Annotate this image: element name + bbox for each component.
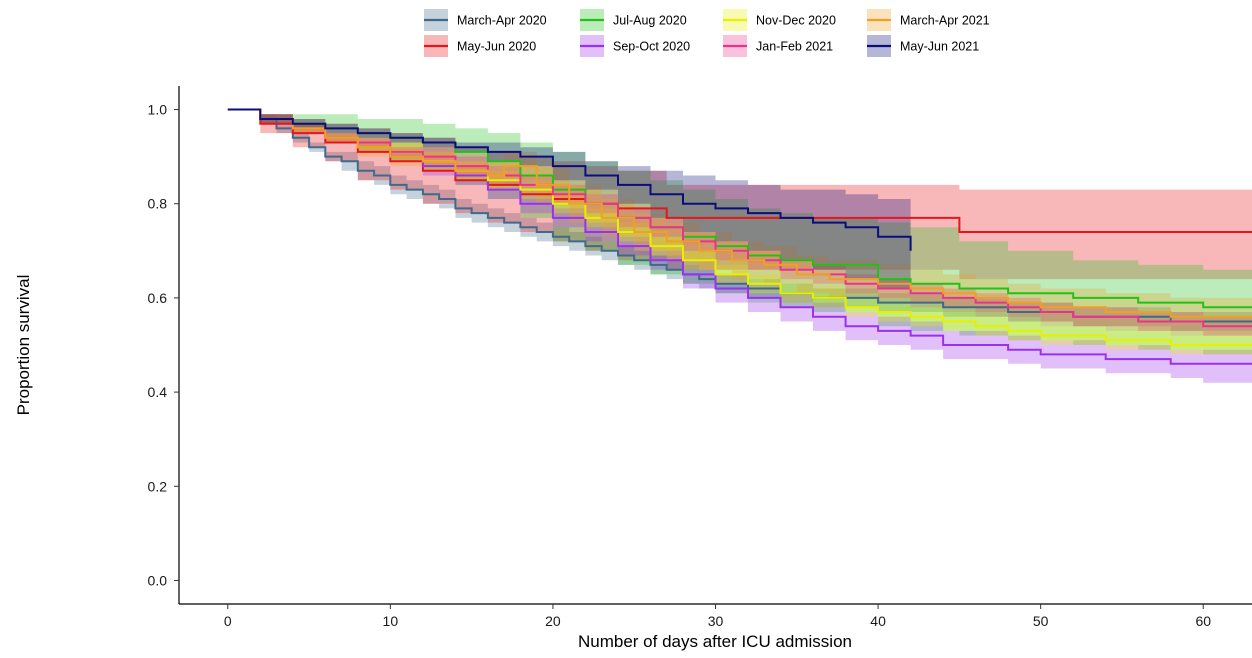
x-tick-label: 20: [545, 613, 561, 629]
y-tick-label: 0.4: [148, 384, 168, 400]
legend-label: March-Apr 2021: [900, 14, 990, 28]
x-tick-label: 60: [1195, 613, 1211, 629]
legend-label: May-Jun 2021: [900, 40, 979, 54]
x-tick-label: 10: [383, 613, 399, 629]
legend-item-jul-aug-2020: Jul-Aug 2020: [580, 9, 687, 31]
x-tick-label: 50: [1033, 613, 1049, 629]
x-tick-label: 0: [224, 613, 232, 629]
ci-band-march-apr-2020: [227, 109, 1252, 331]
y-tick-label: 0.0: [148, 572, 168, 588]
y-tick-label: 0.8: [148, 196, 168, 212]
ci-band-sep-oct-2020: [227, 109, 1252, 383]
x-tick-label: 30: [708, 613, 724, 629]
legend-label: May-Jun 2020: [457, 40, 536, 54]
y-ticks: 0.0 0.2 0.4 0.6 0.8 1.0: [148, 102, 179, 588]
series-line-may-jun-2020: [227, 108, 1252, 233]
legend-item-march-apr-2020: March-Apr 2020: [424, 9, 547, 31]
legend-label: Nov-Dec 2020: [756, 14, 836, 28]
legend-label: Sep-Oct 2020: [613, 40, 690, 54]
x-axis-title: Number of days after ICU admission: [578, 632, 852, 651]
legend: March-Apr 2020 May-Jun 2020 Jul-Aug 2020 Se…: [424, 9, 990, 57]
y-tick-label: 0.6: [148, 290, 168, 306]
axes: 0 10 20 30 40 50 60 0.0 0.2 0.4 0.6 0.8 1.0 Number …: [14, 86, 1252, 651]
plot-area: [227, 108, 1252, 383]
series-line-may-jun-2021: [227, 108, 912, 251]
series-line-march-apr-2021: [227, 108, 1252, 318]
legend-item-may-jun-2020: May-Jun 2020: [424, 35, 536, 57]
legend-label: Jul-Aug 2020: [613, 14, 687, 28]
legend-item-march-apr-2021: March-Apr 2021: [867, 9, 990, 31]
legend-label: March-Apr 2020: [457, 14, 547, 28]
legend-item-nov-dec-2020: Nov-Dec 2020: [723, 9, 836, 31]
y-tick-label: 0.2: [148, 478, 168, 494]
x-tick-label: 40: [870, 613, 886, 629]
legend-item-sep-oct-2020: Sep-Oct 2020: [580, 35, 690, 57]
x-ticks: 0 10 20 30 40 50 60: [224, 604, 1211, 629]
legend-item-may-jun-2021: May-Jun 2021: [867, 35, 979, 57]
series-line-march-apr-2020: [227, 108, 1252, 323]
y-axis-title: Proportion survival: [14, 275, 33, 416]
y-tick-label: 1.0: [148, 102, 168, 118]
legend-label: Jan-Feb 2021: [756, 40, 833, 54]
legend-item-jan-feb-2021: Jan-Feb 2021: [723, 35, 833, 57]
ci-band-nov-dec-2020: [227, 109, 1252, 360]
